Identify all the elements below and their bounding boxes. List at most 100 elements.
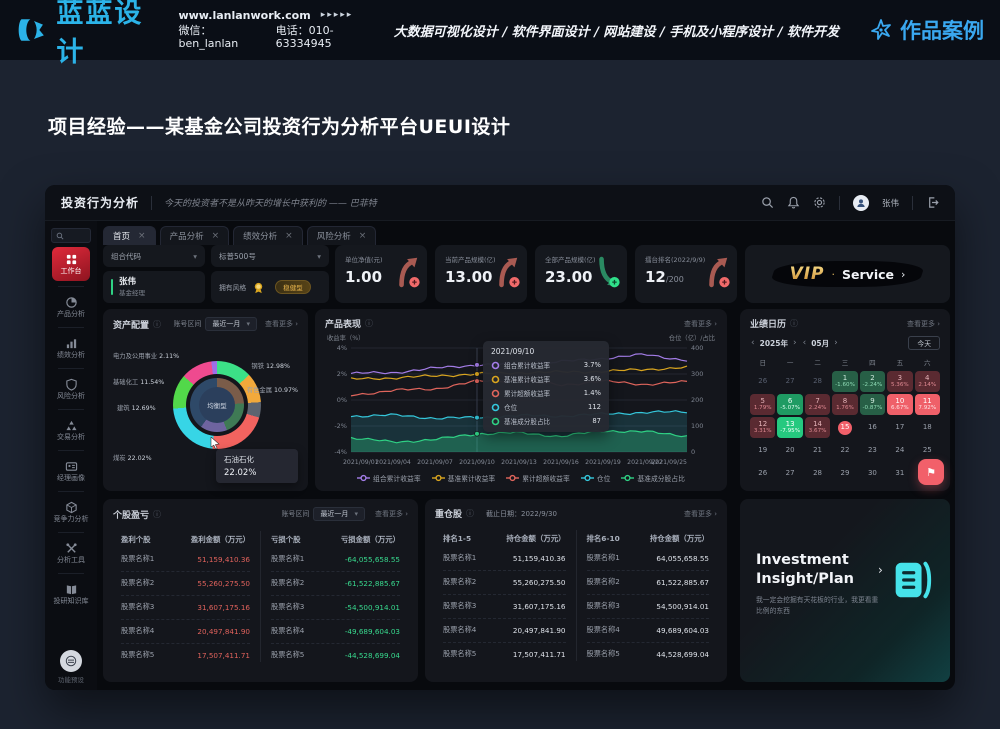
tab-4[interactable]: 风险分析 × [306, 226, 377, 245]
calendar-day-cell[interactable]: 17 [895, 423, 905, 432]
table-row[interactable]: 股票名称2 55,260,275.50 [443, 571, 566, 595]
bell-icon[interactable] [787, 196, 800, 209]
table-row[interactable]: 股票名称4 20,497,841.90 [121, 620, 250, 644]
calendar-day-cell[interactable]: 10 6.67% [887, 394, 913, 415]
tab-2[interactable]: 产品分析 × [159, 226, 230, 245]
today-button[interactable]: 今天 [908, 336, 940, 350]
sidebar-item-competitiveness[interactable]: 竞争力分析 [49, 497, 93, 527]
flag-button[interactable]: ⚑ [918, 459, 944, 485]
calendar-day-cell[interactable]: 6 -5.07% [777, 394, 803, 415]
calendar-day-cell[interactable]: 3 5.36% [887, 371, 913, 392]
calendar-day-cell[interactable]: 29 [840, 469, 850, 478]
calendar-day-cell[interactable]: 25 [922, 446, 932, 455]
calendar-year[interactable]: 2025年 [759, 338, 788, 348]
view-more-link[interactable]: 查看更多 › [374, 510, 408, 518]
view-more-link[interactable]: 查看更多 › [683, 509, 717, 518]
search-icon[interactable] [761, 196, 774, 209]
calendar-day-cell[interactable]: 2 -2.24% [859, 371, 886, 392]
calendar-day-cell[interactable]: 4 2.14% [914, 371, 940, 392]
site-url[interactable]: www.lanlanwork.com [178, 9, 311, 23]
portfolio-link[interactable]: 作品案例 [869, 15, 984, 45]
sidebar-item-trade-analysis[interactable]: 交易分析 [49, 415, 93, 445]
calendar-day-cell[interactable]: 23 [867, 446, 877, 455]
calendar-day-cell[interactable]: 27 [785, 377, 795, 386]
info-icon[interactable]: ⓘ [365, 319, 374, 328]
vip-service-banner[interactable]: VIP · Service › [745, 245, 950, 303]
table-row[interactable]: 股票名称5 17,507,411.71 [121, 650, 250, 660]
next-year-icon[interactable]: › [792, 338, 797, 348]
view-more-link[interactable]: 查看更多 › [906, 319, 940, 328]
calendar-day-cell[interactable]: 14 3.67% [804, 417, 831, 438]
prev-year-icon[interactable]: ‹ [751, 338, 755, 348]
calendar-day-cell[interactable]: 8 1.76% [832, 394, 858, 415]
gear-icon[interactable] [813, 196, 826, 209]
calendar-day-cell[interactable]: 20 [785, 446, 795, 455]
close-icon[interactable]: × [285, 231, 293, 241]
view-more-link[interactable]: 查看更多 › [683, 319, 717, 328]
benchmark-dropdown[interactable]: 标普500号 ▾ [211, 245, 329, 267]
info-icon[interactable]: ⓘ [790, 319, 799, 328]
info-icon[interactable]: ⓘ [153, 319, 162, 329]
calendar-day-cell[interactable]: 30 [867, 469, 877, 478]
combo-code-dropdown[interactable]: 组合代码 ▾ [103, 245, 205, 267]
calendar-day-cell[interactable]: 13 -7.95% [777, 417, 803, 438]
table-row[interactable]: 股票名称3 -54,500,914.01 [271, 596, 400, 620]
calendar-day-cell[interactable]: 5 1.79% [750, 394, 776, 415]
sidebar-item-analysis-tools[interactable]: 分析工具 [49, 538, 93, 568]
table-row[interactable]: 股票名称1 51,159,410.36 [443, 547, 566, 571]
table-row[interactable]: 股票名称1 64,055,658.55 [586, 547, 709, 571]
table-row[interactable]: 股票名称3 54,500,914.01 [586, 595, 709, 619]
assistant-icon[interactable] [60, 650, 82, 672]
range-dropdown[interactable]: 最近一月 ▾ [313, 507, 365, 521]
calendar-day-cell[interactable]: 28 [813, 469, 823, 478]
table-row[interactable]: 股票名称4 -49,689,604.03 [271, 620, 400, 644]
calendar-day-cell[interactable]: 19 [758, 446, 768, 455]
table-row[interactable]: 股票名称5 17,507,411.71 [443, 649, 566, 659]
legend-item[interactable]: 基准累计收益率 [431, 473, 495, 483]
calendar-month[interactable]: 05月 [811, 338, 830, 348]
calendar-day-cell[interactable]: 21 [813, 446, 823, 455]
user-name[interactable]: 张伟 [881, 198, 899, 209]
table-row[interactable]: 股票名称3 31,607,175.16 [121, 596, 250, 620]
legend-item[interactable]: 累计超额收益率 [506, 473, 570, 483]
view-more-link[interactable]: 查看更多 › [264, 320, 298, 328]
tab-3[interactable]: 绩效分析 × [233, 226, 303, 245]
legend-item[interactable]: 仓位 [580, 473, 610, 483]
investment-insight-card[interactable]: Investment Insight/Plan › 我一定会挖掘有天花板的行业，… [740, 499, 950, 682]
calendar-day-cell[interactable]: 7 2.24% [804, 394, 831, 415]
table-row[interactable]: 股票名称2 61,522,885.67 [586, 571, 709, 595]
sidebar-item-workbench[interactable]: 工作台 [52, 247, 90, 281]
calendar-day-cell[interactable]: 22 [840, 446, 850, 455]
calendar-day-cell[interactable]: 31 [895, 469, 905, 478]
table-row[interactable]: 股票名称5 44,528,699.04 [586, 649, 710, 659]
calendar-day-cell[interactable]: 24 [895, 446, 905, 455]
close-icon[interactable]: × [138, 231, 146, 241]
next-month-icon[interactable]: › [834, 338, 838, 348]
table-row[interactable]: 股票名称4 49,689,604.03 [586, 619, 709, 643]
table-row[interactable]: 股票名称2 -61,522,885.67 [271, 572, 400, 596]
calendar-day-cell[interactable]: 18 [922, 423, 932, 432]
close-icon[interactable]: × [358, 231, 367, 241]
avatar[interactable] [852, 194, 869, 211]
calendar-day-cell[interactable]: 28 [813, 377, 823, 386]
legend-item[interactable]: 基准成分股占比 [621, 473, 685, 483]
sidebar-item-research-library[interactable]: 投研知识库 [49, 579, 93, 609]
range-dropdown[interactable]: 最近一月 ▾ [205, 317, 257, 331]
calendar-day-cell[interactable]: 26 [758, 377, 768, 386]
calendar-day-cell[interactable]: 12 3.31% [750, 417, 776, 438]
sidebar-item-product-analysis[interactable]: 产品分析 [49, 292, 93, 322]
calendar-day-cell[interactable]: 27 [785, 469, 795, 478]
calendar-day-cell[interactable]: 15 [832, 417, 857, 438]
close-icon[interactable]: × [211, 231, 220, 241]
table-row[interactable]: 股票名称4 20,497,841.90 [443, 619, 566, 643]
info-icon[interactable]: ⓘ [466, 509, 475, 518]
legend-item[interactable]: 组合累计收益率 [357, 473, 421, 483]
sidebar-search-input[interactable] [51, 228, 91, 243]
style-value-badge[interactable]: 稳健型 [275, 280, 311, 294]
calendar-day-cell[interactable]: 9 -0.87% [859, 394, 886, 415]
tab-1[interactable]: 首页 × [103, 226, 156, 245]
calendar-day-cell[interactable]: 11 7.92% [914, 394, 940, 415]
table-row[interactable]: 股票名称3 31,607,175.16 [443, 595, 566, 619]
info-icon[interactable]: ⓘ [153, 509, 162, 519]
sidebar-item-manager-profile[interactable]: 经理画像 [49, 456, 93, 486]
